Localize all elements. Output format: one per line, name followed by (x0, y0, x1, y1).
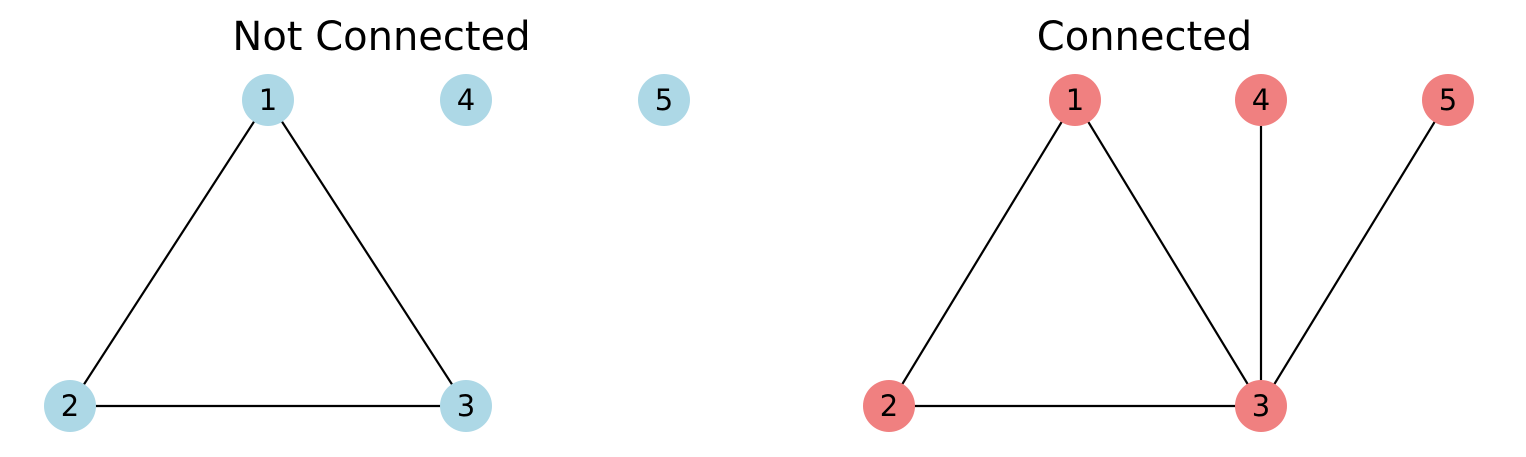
graph-panel-not-connected: Not Connected 1 2 3 4 5 (44, 14, 690, 432)
edge-1-3 (1074, 99, 1262, 407)
node-label: 1 (1066, 83, 1084, 117)
graph-title: Not Connected (232, 14, 531, 60)
edge-1-2 (888, 99, 1076, 407)
graph-canvas: 1 2 3 4 5 (44, 74, 690, 432)
node-label: 3 (1252, 389, 1270, 423)
node-circle (1235, 74, 1287, 126)
node-1: 1 (1049, 74, 1101, 126)
edge-1-2 (69, 99, 269, 407)
graph-panel-connected: Connected 1 2 3 4 5 (763, 0, 1526, 457)
node-label: 1 (259, 83, 277, 117)
node-circle (638, 74, 690, 126)
node-5: 5 (638, 74, 690, 126)
node-label: 5 (1439, 83, 1457, 117)
node-label: 4 (457, 83, 475, 117)
node-circle (1422, 74, 1474, 126)
node-label: 2 (61, 389, 79, 423)
edge-3-5 (1260, 99, 1449, 407)
node-5: 5 (1422, 74, 1474, 126)
node-circle (242, 74, 294, 126)
node-label: 2 (880, 389, 898, 423)
graph-canvas: 1 2 3 4 5 (863, 74, 1474, 432)
node-circle (440, 380, 492, 432)
node-label: 5 (655, 83, 673, 117)
node-3: 3 (1235, 380, 1287, 432)
graph-title: Connected (1036, 14, 1253, 60)
node-label: 3 (457, 389, 475, 423)
node-circle (1049, 74, 1101, 126)
node-circle (863, 380, 915, 432)
node-2: 2 (863, 380, 915, 432)
node-2: 2 (44, 380, 96, 432)
node-1: 1 (242, 74, 294, 126)
node-4: 4 (1235, 74, 1287, 126)
node-label: 4 (1252, 83, 1270, 117)
node-circle (1235, 380, 1287, 432)
node-4: 4 (440, 74, 492, 126)
node-circle (440, 74, 492, 126)
edge-1-3 (267, 99, 467, 407)
node-3: 3 (440, 380, 492, 432)
node-circle (44, 380, 96, 432)
